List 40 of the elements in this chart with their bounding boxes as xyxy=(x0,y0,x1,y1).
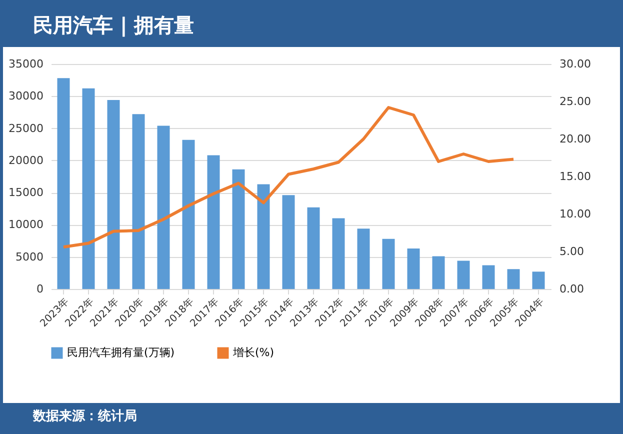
y-tick-label: 0 xyxy=(36,282,44,296)
y-tick-label: 10000 xyxy=(8,218,44,232)
y-tick-label: 15000 xyxy=(8,186,44,200)
bar xyxy=(57,78,70,289)
y-tick-label: 5000 xyxy=(16,250,44,264)
y-tick-label: 20000 xyxy=(8,154,44,167)
y2-tick-label: 25.00 xyxy=(560,95,591,108)
legend-label: 增长(%) xyxy=(232,346,274,359)
bar xyxy=(132,114,145,289)
y-tick-label: 30000 xyxy=(8,90,44,103)
chart-title: 民用汽车 | 拥有量 xyxy=(3,3,620,47)
y2-tick-label: 5.00 xyxy=(560,245,584,258)
y2-tick-label: 30.00 xyxy=(560,58,591,70)
legend-label: 民用汽车拥有量(万辆) xyxy=(67,346,175,359)
y-tick-label: 25000 xyxy=(8,122,44,135)
bar xyxy=(357,228,370,289)
bar xyxy=(307,207,320,289)
bar xyxy=(482,265,495,289)
y2-tick-label: 0.00 xyxy=(560,282,584,296)
bar xyxy=(282,195,295,289)
bar xyxy=(82,88,95,289)
source-note: 数据来源：统计局 xyxy=(3,403,620,431)
bar xyxy=(207,155,220,289)
bar xyxy=(532,272,545,289)
bar xyxy=(182,140,195,289)
bar xyxy=(432,256,445,289)
bar xyxy=(382,238,395,289)
y-tick-label: 35000 xyxy=(8,58,44,70)
bar xyxy=(257,184,270,289)
line-series xyxy=(62,106,515,248)
bar xyxy=(457,260,470,289)
y2-tick-label: 15.00 xyxy=(560,170,591,183)
bar xyxy=(107,100,120,289)
y2-tick-label: 10.00 xyxy=(560,208,591,220)
y2-tick-label: 20.00 xyxy=(560,132,591,146)
bar xyxy=(332,218,345,289)
bar xyxy=(507,269,520,289)
bar xyxy=(157,126,170,289)
bar xyxy=(232,169,245,289)
bar xyxy=(407,248,420,289)
